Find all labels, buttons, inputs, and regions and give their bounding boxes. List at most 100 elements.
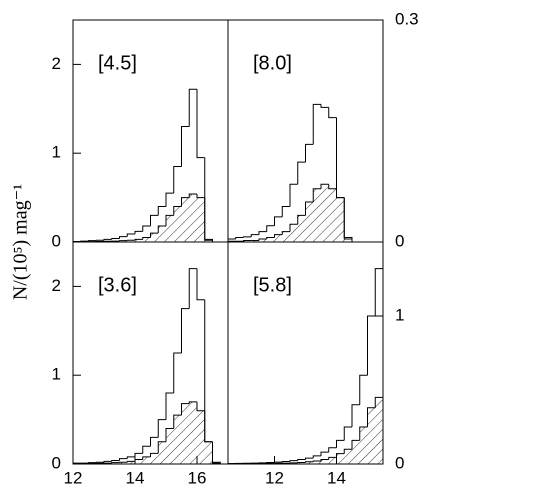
- hatched-bar: [290, 462, 298, 464]
- histogram-step: [165, 214, 174, 227]
- histogram-step: [351, 404, 360, 427]
- histogram-step: [181, 126, 190, 167]
- histogram-step: [142, 445, 151, 454]
- histogram-step: [312, 103, 321, 145]
- hatched-bar: [290, 224, 298, 242]
- histogram-step: [188, 401, 197, 404]
- hatched-bar: [259, 239, 267, 242]
- histogram-step: [305, 457, 314, 460]
- y-tick-label: 0: [52, 453, 61, 472]
- histogram-step: [289, 183, 298, 207]
- histogram-step: [305, 201, 314, 216]
- histogram-step: [297, 459, 306, 461]
- histogram-step: [188, 88, 197, 127]
- histogram-step: [142, 237, 151, 240]
- histogram-step: [150, 452, 159, 457]
- histogram-step: [281, 231, 290, 235]
- histogram-step: [119, 458, 128, 461]
- hatched-bar: [173, 415, 182, 464]
- y-tick-label: 0: [52, 231, 61, 250]
- histogram-step: [134, 230, 143, 235]
- hatched-bar: [251, 240, 259, 242]
- histogram-step: [305, 143, 314, 163]
- hatched-bar: [352, 440, 360, 464]
- panel-title: [5.8]: [253, 274, 292, 296]
- hatched-bar: [344, 239, 352, 242]
- y-tick-label: 0: [395, 453, 404, 472]
- x-tick-label: 14: [327, 468, 346, 487]
- hatched-bar: [119, 462, 128, 464]
- histogram-step: [204, 410, 213, 443]
- hatched-bar: [359, 427, 368, 464]
- hatched-bar: [274, 234, 283, 242]
- panel-title: [8.0]: [253, 52, 292, 74]
- hatched-bar: [197, 197, 205, 242]
- x-tick-label: 16: [188, 468, 207, 487]
- hatched-bar: [189, 194, 197, 242]
- panel-frame: [227, 241, 384, 465]
- histogram-step: [196, 194, 205, 199]
- histogram-step: [243, 240, 252, 242]
- histogram-step: [181, 308, 190, 353]
- histogram-step: [103, 460, 112, 463]
- hatched-bar: [305, 202, 314, 242]
- panel-title: [4.5]: [98, 52, 137, 74]
- histogram-step: [119, 236, 128, 239]
- histogram-step: [173, 352, 182, 393]
- y-tick-label: 0.3: [395, 9, 419, 28]
- histogram-step: [312, 460, 321, 462]
- histogram-step: [343, 448, 352, 454]
- histogram-step: [196, 89, 205, 159]
- panel-title: [3.6]: [98, 274, 137, 296]
- hatched-bar: [119, 240, 128, 242]
- hatched-bar: [297, 462, 306, 464]
- y-tick-label: 0: [395, 231, 404, 250]
- histogram-step: [173, 205, 182, 216]
- histogram-step: [312, 455, 321, 459]
- histogram-step: [343, 197, 353, 242]
- hatched-bar: [173, 206, 182, 242]
- histogram-step: [142, 456, 151, 460]
- histogram-step: [204, 157, 213, 242]
- histogram-step: [297, 161, 306, 185]
- histogram-step: [266, 225, 275, 232]
- y-tick-label: 1: [52, 365, 61, 384]
- hatched-bar: [111, 462, 120, 464]
- histogram-step: [258, 238, 267, 241]
- hatched-bar: [197, 410, 205, 464]
- hatched-bar: [336, 197, 345, 242]
- histogram-step: [150, 214, 159, 227]
- x-tick-label: 12: [64, 468, 83, 487]
- histogram-step: [212, 441, 221, 464]
- hatched-bar: [313, 188, 321, 242]
- hatched-bar: [142, 237, 151, 242]
- histogram-step: [196, 268, 205, 301]
- x-tick-label: 12: [265, 468, 284, 487]
- histogram-step: [320, 104, 329, 108]
- histogram-step: [328, 107, 337, 119]
- histogram-step: [367, 315, 376, 376]
- histogram-step: [181, 403, 190, 416]
- histogram-step: [320, 183, 329, 189]
- hatched-bar: [189, 401, 197, 464]
- histogram-step: [103, 238, 112, 241]
- histogram-step: [188, 268, 197, 309]
- hatched-bar: [166, 215, 174, 242]
- hatched-bar: [181, 197, 190, 242]
- histogram-step: [289, 460, 298, 462]
- histogram-step: [235, 237, 244, 240]
- histogram-step: [173, 414, 182, 429]
- histogram-step: [134, 238, 143, 241]
- histogram-step: [328, 184, 337, 190]
- histogram-step: [343, 426, 352, 441]
- y-tick-label: 1: [395, 305, 404, 324]
- hatched-bar: [367, 407, 376, 464]
- histogram-step: [157, 205, 166, 216]
- y-tick-label: 2: [52, 54, 61, 73]
- histogram-step: [320, 459, 329, 462]
- hatched-bar: [181, 403, 190, 464]
- histogram-step: [196, 401, 205, 412]
- histogram-step: [157, 441, 166, 454]
- histogram-step: [274, 216, 283, 226]
- histogram-step: [150, 232, 159, 238]
